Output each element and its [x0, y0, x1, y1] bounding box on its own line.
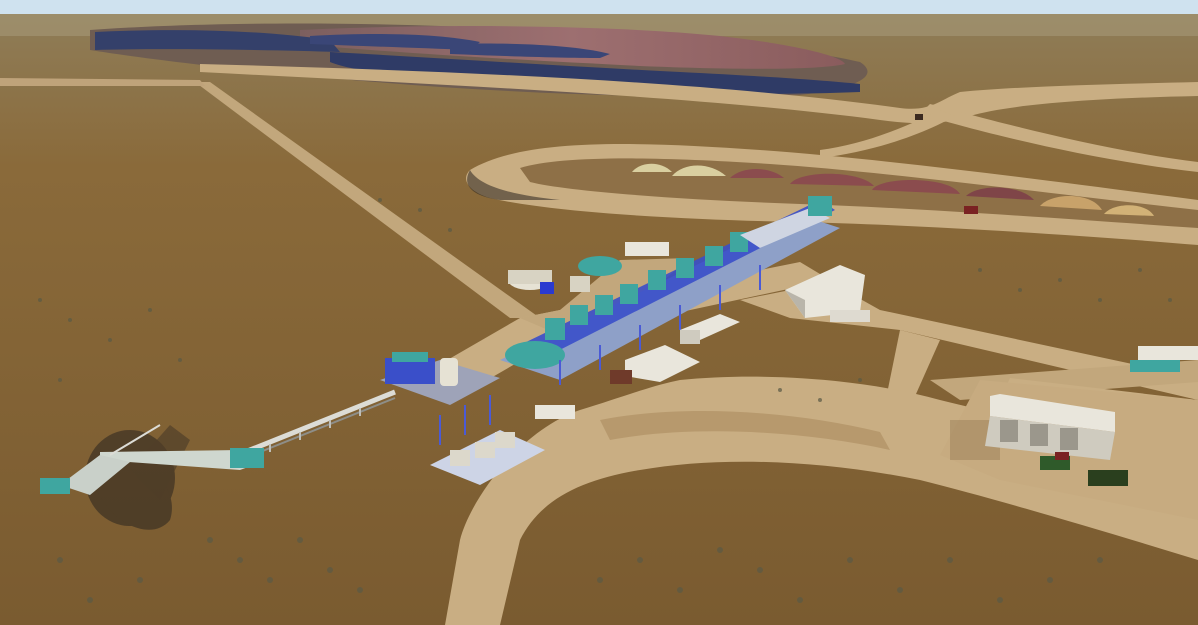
- haul-road-top: [200, 64, 1198, 124]
- reagent-area: [430, 395, 575, 485]
- admin-office: [680, 314, 740, 344]
- process-plant: [500, 196, 840, 385]
- warehouse-building: [785, 265, 870, 322]
- store-building: [610, 345, 700, 384]
- camp-building: [1130, 346, 1198, 372]
- heavy-vehicles: [1040, 452, 1128, 486]
- stacker-conveyor: [40, 389, 396, 495]
- stockpile-3: [730, 169, 784, 178]
- stockpile-5: [872, 179, 960, 194]
- stockpile-8: [1104, 205, 1154, 216]
- tank-farm: [508, 256, 622, 294]
- tank-rack: [625, 242, 669, 256]
- diagonal-road: [195, 82, 540, 318]
- stockpile-4: [790, 173, 874, 186]
- buildings: [610, 242, 1198, 460]
- stockpiles: [632, 114, 1154, 216]
- stockpile-2: [672, 165, 726, 176]
- open-pit: [90, 23, 868, 97]
- stockpile-6: [966, 187, 1034, 200]
- workshop-building: [985, 394, 1115, 460]
- scrub-vegetation: [38, 198, 1172, 603]
- sky: [0, 0, 1198, 18]
- stockpile-1: [632, 163, 672, 172]
- stockpile-7: [1040, 195, 1102, 210]
- crusher-station: [380, 352, 500, 405]
- haul-truck: [964, 206, 978, 214]
